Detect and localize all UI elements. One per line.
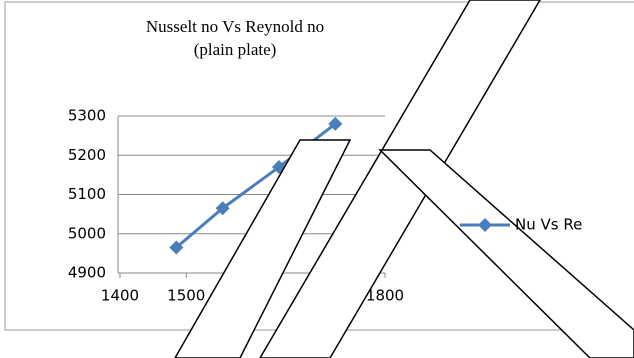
marker <box>215 201 230 216</box>
x-tick-label: 1500 <box>167 287 205 305</box>
marker <box>478 218 492 232</box>
chart-title: Nusselt no Vs Reynold no <box>146 17 324 36</box>
occlusion <box>378 149 634 358</box>
legend-label: Nu Vs Re <box>515 216 582 234</box>
chart-subtitle: (plain plate) <box>194 40 277 59</box>
occlusion <box>259 0 541 358</box>
y-tick-label: 5100 <box>68 185 106 203</box>
y-tick-label: 5200 <box>68 146 106 164</box>
marker <box>169 240 184 255</box>
x-tick-label: 1800 <box>366 287 404 305</box>
y-tick-label: 5300 <box>68 107 106 125</box>
y-tick-label: 5000 <box>68 224 106 242</box>
occlusion <box>174 139 352 358</box>
x-tick-label: 1400 <box>101 287 139 305</box>
y-tick-label: 4900 <box>68 264 106 282</box>
marker <box>328 116 343 131</box>
legend: Nu Vs Re <box>460 216 582 234</box>
